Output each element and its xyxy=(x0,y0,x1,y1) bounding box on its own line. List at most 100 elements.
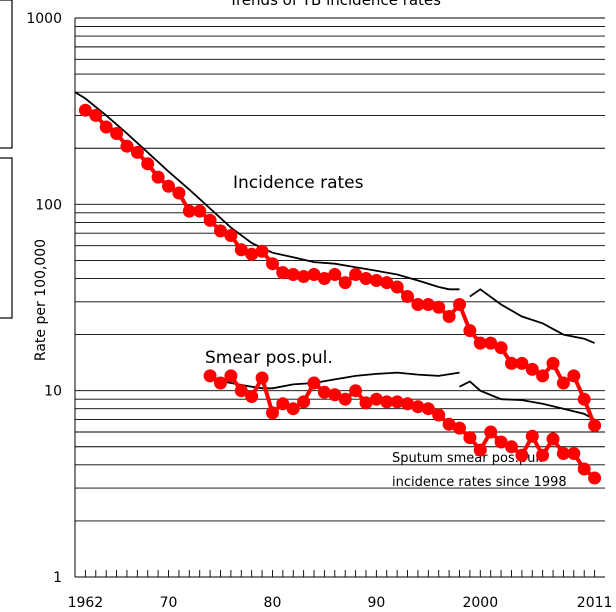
data-point xyxy=(556,447,570,460)
data-point xyxy=(266,257,279,271)
data-point xyxy=(120,139,134,153)
data-point xyxy=(432,408,446,422)
data-point xyxy=(484,336,498,350)
series-layer xyxy=(74,91,602,485)
data-point xyxy=(380,395,394,409)
data-point xyxy=(453,421,466,435)
data-point xyxy=(78,103,92,117)
x-tick-label: 1962 xyxy=(68,595,104,611)
y-tick-label: 1 xyxy=(53,570,62,586)
data-point xyxy=(89,108,103,122)
horizontal-gridlines xyxy=(75,17,605,578)
data-point xyxy=(245,247,259,261)
data-point xyxy=(515,448,529,462)
data-point xyxy=(453,298,466,311)
data-point xyxy=(286,402,300,416)
data-point xyxy=(162,179,175,193)
data-point xyxy=(505,440,518,454)
data-point xyxy=(421,402,435,416)
data-point xyxy=(494,435,508,449)
data-point xyxy=(172,186,186,200)
data-point xyxy=(380,276,394,290)
data-point xyxy=(390,395,404,409)
data-point xyxy=(234,384,248,398)
data-point xyxy=(463,431,477,445)
data-point xyxy=(317,272,331,285)
data-point xyxy=(151,170,165,184)
y-tick-labels: 1 10 100 1000 xyxy=(26,11,62,586)
data-point xyxy=(390,280,404,294)
data-point xyxy=(411,400,425,414)
annotation-incidence-rates: Incidence rates xyxy=(233,173,364,193)
data-point xyxy=(546,432,560,446)
data-point xyxy=(245,390,259,403)
series-line-smear-line-pre1999 xyxy=(209,371,460,390)
data-point xyxy=(359,396,373,410)
clipped-legend-boxes xyxy=(0,0,13,319)
data-point xyxy=(130,145,144,159)
data-point xyxy=(338,276,352,290)
data-point xyxy=(328,268,342,281)
data-point xyxy=(401,397,414,411)
x-tick-label: 80 xyxy=(264,595,282,611)
data-point xyxy=(307,376,321,390)
x-tick-labels: 1962 70 80 90 2000 2011 xyxy=(68,595,613,611)
y-tick-label: 10 xyxy=(44,384,62,400)
annotation-smear-pos-pul: Smear pos.pul. xyxy=(205,348,333,368)
x-tick-label: 70 xyxy=(160,595,178,611)
data-point xyxy=(349,268,363,281)
data-point xyxy=(214,376,227,390)
data-point xyxy=(494,341,508,355)
x-tick-label: 2011 xyxy=(577,595,613,611)
data-point xyxy=(369,392,383,406)
data-point xyxy=(214,224,227,238)
legend-box-bottom xyxy=(0,157,13,319)
data-point xyxy=(432,300,446,314)
data-point xyxy=(577,392,591,406)
series-line-smear-line-since1998 xyxy=(459,380,596,421)
y-tick-label: 1000 xyxy=(26,11,62,27)
data-point xyxy=(536,369,550,383)
data-point xyxy=(473,336,487,350)
data-point xyxy=(567,447,581,460)
data-point xyxy=(484,425,498,439)
data-point xyxy=(110,127,124,140)
data-point xyxy=(546,356,560,370)
series-line-incidence-line-since1998 xyxy=(469,288,595,344)
data-point xyxy=(182,204,196,218)
data-point xyxy=(588,419,602,432)
data-point xyxy=(266,406,279,420)
chart-title: Trends of TB incidence rates xyxy=(228,0,441,9)
annotation-sputum-line1: Sputum smear pos.pul. xyxy=(392,451,543,466)
x-tick-label: 2000 xyxy=(462,595,498,611)
data-point xyxy=(255,371,269,385)
data-point xyxy=(99,120,113,134)
data-point xyxy=(588,471,602,485)
data-point xyxy=(317,385,331,399)
data-point xyxy=(463,324,477,338)
data-point xyxy=(442,417,456,431)
data-point xyxy=(276,397,290,411)
y-tick-label: 100 xyxy=(35,197,62,213)
series-line-incidence-line-pre1999 xyxy=(74,91,460,291)
data-point xyxy=(234,243,248,257)
data-point xyxy=(328,388,342,402)
x-axis-ticks xyxy=(84,570,596,577)
data-point xyxy=(224,229,238,242)
data-point xyxy=(525,362,539,376)
x-tick-label: 90 xyxy=(367,595,385,611)
data-point xyxy=(224,369,238,383)
data-point xyxy=(297,270,311,283)
data-point xyxy=(349,384,363,398)
data-point xyxy=(338,392,352,406)
data-point xyxy=(577,462,591,476)
data-point xyxy=(359,272,373,285)
data-point xyxy=(556,376,570,390)
data-point xyxy=(286,268,300,281)
data-point xyxy=(307,268,321,281)
data-point xyxy=(421,298,435,311)
annotation-sputum-line2: incidence rates since 1998 xyxy=(392,475,567,490)
data-point xyxy=(536,448,550,462)
data-point xyxy=(567,369,581,383)
